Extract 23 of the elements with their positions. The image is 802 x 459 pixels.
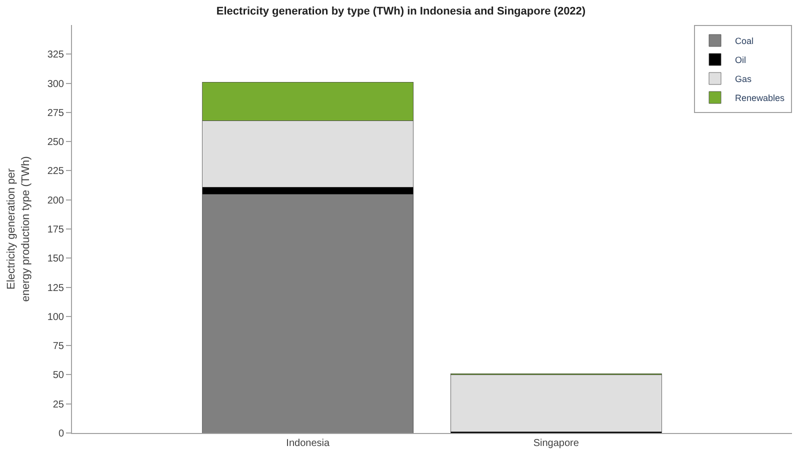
x-tick-label: Singapore (533, 438, 580, 449)
y-axis-title: Electricity generation per energy production type (TWh) (6, 156, 32, 302)
y-tick-label: 300 (47, 78, 64, 90)
legend-label: Renewables (735, 93, 786, 104)
legend-label: Coal (735, 36, 754, 46)
y-tick-label: 25 (52, 399, 64, 410)
y-tick-label: 0 (58, 428, 64, 440)
y-tick-label: 225 (47, 166, 64, 178)
y-tick-label: 125 (47, 282, 64, 294)
x-tick-label: Indonesia (286, 438, 330, 449)
legend-label: Gas (735, 74, 752, 84)
y-tick-label: 50 (52, 370, 64, 382)
chart-title: Electricity generation by type (TWh) in Indonesia and Singapore (2022) (216, 6, 586, 18)
bar (450, 374, 662, 432)
y-tick-label: 200 (47, 195, 64, 206)
legend-label: Oil (735, 55, 746, 66)
y-tick-label: 250 (47, 137, 64, 148)
y-tick-label: 325 (47, 50, 64, 61)
y-tick-label: 150 (47, 254, 64, 265)
y-tick-label: 75 (52, 341, 64, 352)
y-tick-label: 100 (47, 312, 64, 323)
y-tick-label: 175 (47, 224, 64, 236)
y-tick-label: 275 (47, 108, 64, 119)
